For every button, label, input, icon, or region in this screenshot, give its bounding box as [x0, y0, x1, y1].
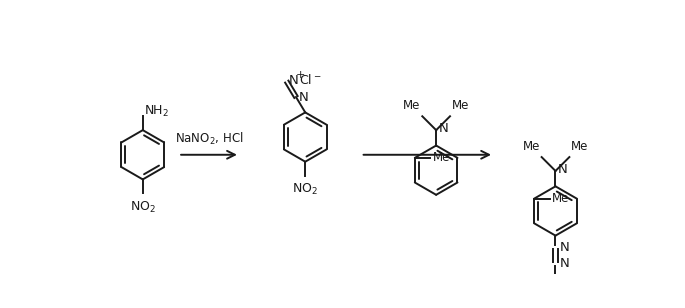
Text: Me: Me	[403, 99, 421, 112]
Text: N: N	[560, 241, 569, 254]
Text: NO$_2$: NO$_2$	[292, 182, 319, 197]
Text: N: N	[560, 257, 569, 270]
Text: N: N	[298, 91, 308, 103]
Text: Cl$^-$: Cl$^-$	[299, 73, 321, 87]
Text: N: N	[289, 74, 299, 87]
Text: Me: Me	[432, 151, 450, 164]
Text: Me: Me	[552, 192, 569, 205]
Text: NaNO$_2$, HCl: NaNO$_2$, HCl	[175, 131, 243, 147]
Text: NH$_2$: NH$_2$	[145, 104, 169, 119]
Text: Me: Me	[571, 140, 588, 153]
Text: N: N	[438, 122, 448, 135]
Text: N: N	[558, 163, 568, 176]
Text: +: +	[296, 71, 306, 80]
Text: NO$_2$: NO$_2$	[130, 200, 155, 215]
Text: Me: Me	[451, 99, 469, 112]
Text: Me: Me	[523, 140, 540, 153]
